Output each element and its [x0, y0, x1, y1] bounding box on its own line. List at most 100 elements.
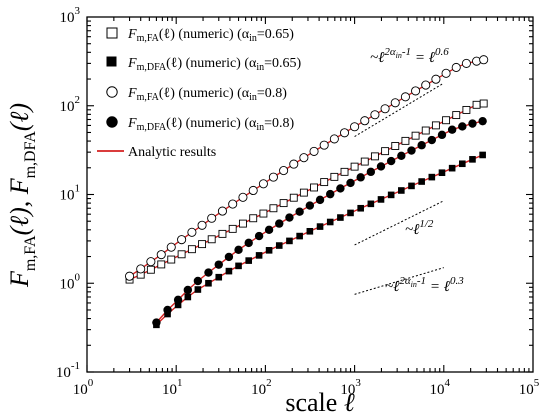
point-open-circle: [177, 235, 187, 245]
point-open-circle: [339, 128, 350, 138]
point-open-square: [381, 147, 390, 156]
point-open-circle: [431, 74, 441, 84]
point-open-circle: [390, 98, 400, 108]
point-filled-square: [357, 204, 364, 212]
point-open-square: [187, 245, 196, 254]
point-filled-circle: [224, 252, 234, 262]
legend-label-series-4: Fm,DFA(ℓ) (numeric) (αin=0.8): [127, 116, 295, 133]
point-filled-circle: [285, 213, 294, 222]
slope-guide-line: [354, 82, 445, 137]
point-filled-circle: [305, 201, 315, 210]
point-open-circle: [380, 104, 390, 114]
point-open-square: [146, 265, 155, 274]
point-filled-square: [408, 182, 415, 190]
point-open-square: [479, 99, 488, 108]
point-filled-square: [469, 156, 476, 163]
point-filled-circle: [254, 231, 264, 241]
point-filled-circle: [234, 245, 243, 255]
point-filled-square: [265, 247, 273, 254]
point-open-square: [452, 111, 461, 120]
point-open-square: [177, 250, 186, 259]
point-open-square: [167, 255, 176, 264]
point-filled-circle: [386, 156, 396, 166]
point-filled-square: [377, 196, 385, 203]
legend-label-series-3: Fm,FA(ℓ) (numeric) (αin=0.8): [127, 86, 287, 103]
point-open-circle: [146, 257, 156, 267]
point-open-square: [218, 229, 227, 238]
annotation-slope-0.5: ~ℓ1/2: [405, 218, 434, 238]
point-open-square: [279, 199, 288, 208]
point-open-circle: [258, 179, 268, 189]
point-open-circle: [309, 146, 319, 156]
point-filled-square: [184, 293, 192, 301]
point-filled-circle: [295, 207, 304, 216]
point-open-circle: [400, 92, 410, 102]
point-filled-square: [438, 169, 446, 177]
x-tick-label: 100: [73, 377, 94, 398]
point-filled-circle: [447, 125, 457, 134]
x-tick-label: 103: [340, 377, 361, 398]
legend-label-analytic: Analytic results: [128, 145, 216, 160]
point-filled-circle: [193, 276, 203, 286]
point-filled-circle: [458, 122, 467, 131]
point-filled-circle: [244, 238, 253, 248]
point-open-circle: [268, 172, 278, 182]
data-markers: [125, 55, 489, 329]
point-open-square: [249, 214, 258, 223]
point-filled-square: [347, 209, 354, 217]
point-open-circle: [125, 271, 135, 281]
point-open-circle: [441, 68, 451, 78]
point-open-square: [320, 178, 329, 187]
slope-guide-line: [354, 200, 445, 246]
x-tick-label: 104: [430, 377, 451, 398]
point-open-circle: [299, 153, 309, 163]
point-filled-circle: [468, 119, 477, 128]
x-axis-title: scale ℓ: [285, 388, 354, 417]
annotation-slope-0.6: ~ℓ2αin-1 = ℓ0.6: [370, 46, 449, 66]
y-tick-label: 102: [60, 94, 81, 115]
point-open-square: [431, 121, 440, 130]
legend-marker-open-square: [106, 27, 118, 39]
point-filled-circle: [152, 318, 161, 327]
point-open-circle: [319, 140, 329, 150]
point-open-circle: [370, 110, 380, 120]
point-filled-square: [235, 262, 242, 270]
legend-marker-filled-square: [106, 56, 117, 67]
point-filled-circle: [346, 178, 355, 188]
point-filled-square: [418, 178, 425, 185]
point-filled-square: [286, 237, 293, 245]
point-filled-circle: [204, 268, 213, 277]
y-tick-label: 10-1: [56, 360, 80, 381]
point-filled-circle: [376, 162, 386, 171]
x-tick-label: 102: [251, 377, 272, 398]
point-open-square: [401, 136, 410, 145]
point-open-circle: [360, 116, 370, 126]
point-filled-square: [387, 191, 395, 199]
point-filled-circle: [163, 305, 172, 315]
point-open-square: [259, 209, 268, 218]
point-open-circle: [217, 206, 228, 216]
point-open-circle: [350, 122, 360, 132]
y-tick-label: 101: [60, 183, 81, 204]
point-open-circle: [289, 159, 299, 169]
point-open-circle: [451, 62, 461, 73]
point-open-circle: [166, 242, 176, 252]
point-open-circle: [411, 86, 421, 96]
point-filled-circle: [407, 146, 416, 155]
legend-label-series-2: Fm,DFA(ℓ) (numeric) (αin=0.65): [127, 56, 302, 73]
point-filled-square: [459, 160, 466, 168]
point-open-square: [157, 260, 166, 269]
point-open-square: [289, 193, 298, 202]
point-filled-square: [245, 257, 253, 264]
point-filled-square: [275, 242, 283, 249]
point-open-square: [391, 142, 400, 150]
point-open-circle: [421, 80, 431, 90]
annotation-slope-0.3: ~ℓ2αin-1 = ℓ0.3: [385, 275, 464, 295]
point-open-square: [421, 126, 430, 135]
point-filled-circle: [478, 116, 487, 126]
point-filled-square: [448, 164, 456, 172]
point-filled-square: [337, 214, 344, 221]
y-tick-label: 100: [60, 271, 81, 292]
y-tick-label: 103: [60, 5, 81, 26]
point-open-circle: [238, 192, 248, 202]
